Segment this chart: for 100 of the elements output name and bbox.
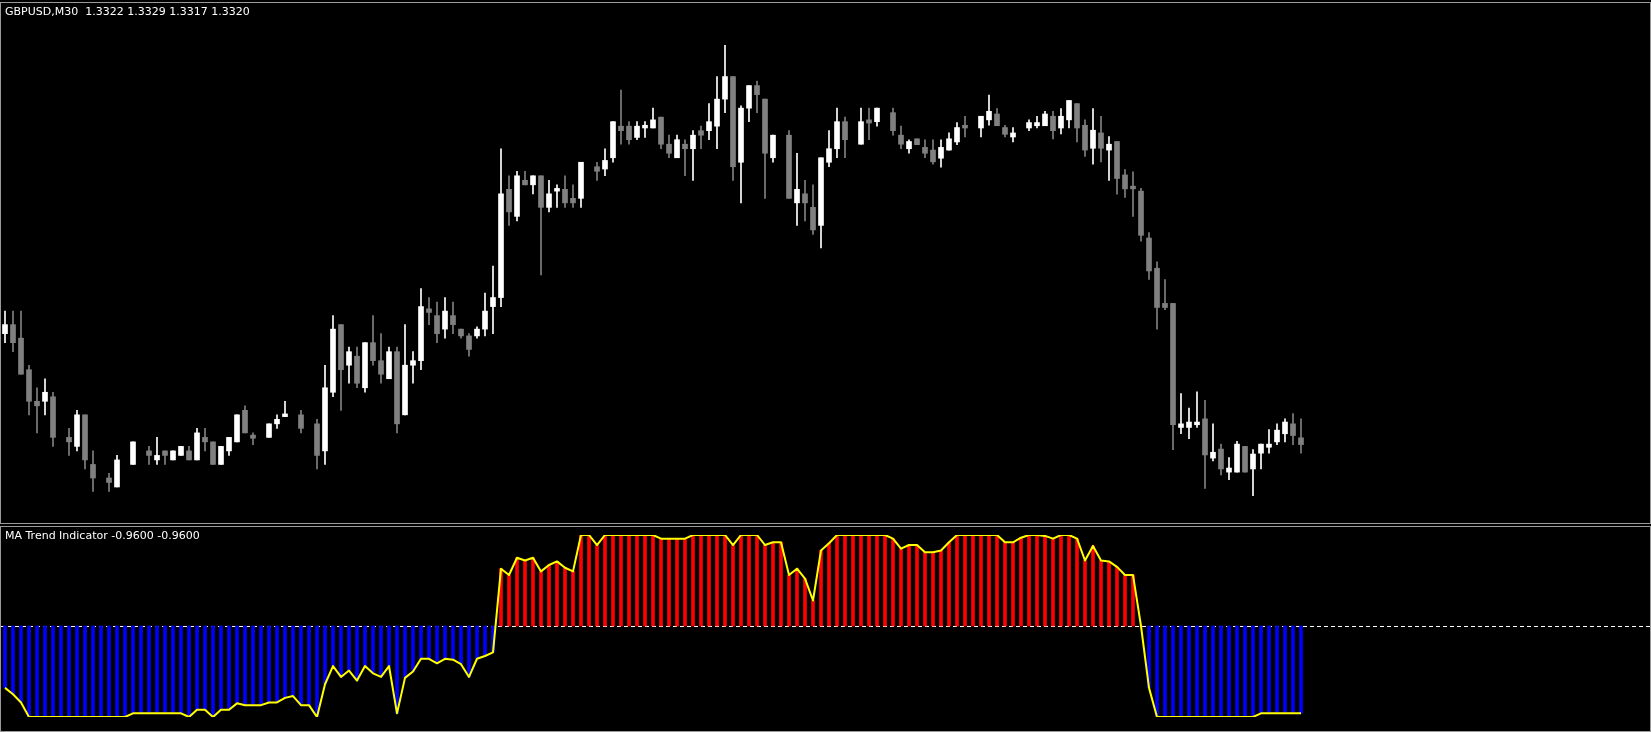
bar xyxy=(771,541,775,627)
bar xyxy=(27,625,31,717)
bar xyxy=(299,625,303,706)
bar xyxy=(827,542,831,627)
bar xyxy=(267,625,271,703)
bar xyxy=(283,625,287,699)
bar xyxy=(875,535,879,627)
bar xyxy=(203,625,207,711)
bar xyxy=(227,625,231,711)
bar xyxy=(147,625,151,714)
bar xyxy=(459,625,463,665)
bar xyxy=(1075,538,1079,627)
bar xyxy=(35,625,39,717)
bar xyxy=(155,625,159,714)
bar xyxy=(803,578,807,627)
bar xyxy=(1043,535,1047,627)
bar xyxy=(467,625,471,678)
bar xyxy=(699,535,703,627)
candlestick xyxy=(914,138,920,145)
bar xyxy=(763,544,767,627)
bar xyxy=(179,625,183,714)
bar xyxy=(883,535,887,627)
chart-title: MA Trend Indicator -0.9600 -0.9600 xyxy=(5,529,200,543)
bar xyxy=(275,625,279,703)
bar xyxy=(843,535,847,627)
bar xyxy=(987,535,991,627)
bar xyxy=(971,535,975,627)
bar xyxy=(1091,545,1095,627)
bar xyxy=(891,538,895,627)
bar xyxy=(75,625,79,717)
bar xyxy=(707,535,711,627)
bar xyxy=(291,625,295,697)
bar xyxy=(451,625,455,660)
bar xyxy=(251,625,255,706)
bar xyxy=(579,535,583,627)
candlestick xyxy=(130,441,136,465)
bar xyxy=(507,574,511,627)
bar xyxy=(19,625,23,703)
bar xyxy=(1259,625,1263,714)
bar xyxy=(819,550,823,627)
bar xyxy=(435,625,439,664)
bar xyxy=(915,544,919,627)
bar xyxy=(1291,625,1295,714)
bar xyxy=(1219,625,1223,717)
bar xyxy=(1003,541,1007,627)
bar xyxy=(387,625,391,667)
bar xyxy=(131,625,135,714)
candlestick xyxy=(178,446,184,456)
bar xyxy=(331,625,335,667)
bar xyxy=(379,625,383,678)
bar xyxy=(427,625,431,660)
bar xyxy=(339,625,343,678)
bar xyxy=(1275,625,1279,714)
bar xyxy=(955,535,959,627)
bar xyxy=(835,535,839,627)
bar xyxy=(627,535,631,627)
bar xyxy=(1235,625,1239,717)
bar xyxy=(755,535,759,627)
bar xyxy=(323,625,327,685)
bar xyxy=(715,535,719,627)
bar xyxy=(1027,535,1031,627)
bar xyxy=(67,625,71,717)
bar xyxy=(515,557,519,627)
bar xyxy=(1211,625,1215,717)
bar xyxy=(547,564,551,627)
bar xyxy=(51,625,55,717)
bar xyxy=(1051,538,1055,627)
bar xyxy=(91,625,95,717)
bar xyxy=(123,625,127,717)
bar xyxy=(1203,625,1207,717)
bar xyxy=(195,625,199,711)
bar xyxy=(603,535,607,627)
bar xyxy=(371,625,375,674)
bar xyxy=(403,625,407,679)
bar xyxy=(1099,560,1103,627)
bar xyxy=(995,535,999,627)
bar xyxy=(411,625,415,672)
bar xyxy=(939,550,943,627)
bar xyxy=(475,625,479,660)
bar xyxy=(531,557,535,627)
bar xyxy=(139,625,143,714)
bar xyxy=(307,625,311,706)
bar xyxy=(235,625,239,704)
bar xyxy=(1083,560,1087,627)
bar xyxy=(931,551,935,627)
bar xyxy=(779,541,783,627)
bar xyxy=(483,625,487,657)
bar xyxy=(595,544,599,627)
bar xyxy=(739,535,743,627)
bar xyxy=(115,625,119,717)
bar xyxy=(1243,625,1247,717)
bar xyxy=(1115,566,1119,627)
bar xyxy=(1267,625,1271,714)
candlestick xyxy=(234,414,240,443)
bar xyxy=(259,625,263,706)
candlestick xyxy=(266,423,272,438)
bar xyxy=(1283,625,1287,714)
bar xyxy=(651,535,655,627)
bar xyxy=(1179,625,1183,717)
bar xyxy=(1163,625,1167,717)
